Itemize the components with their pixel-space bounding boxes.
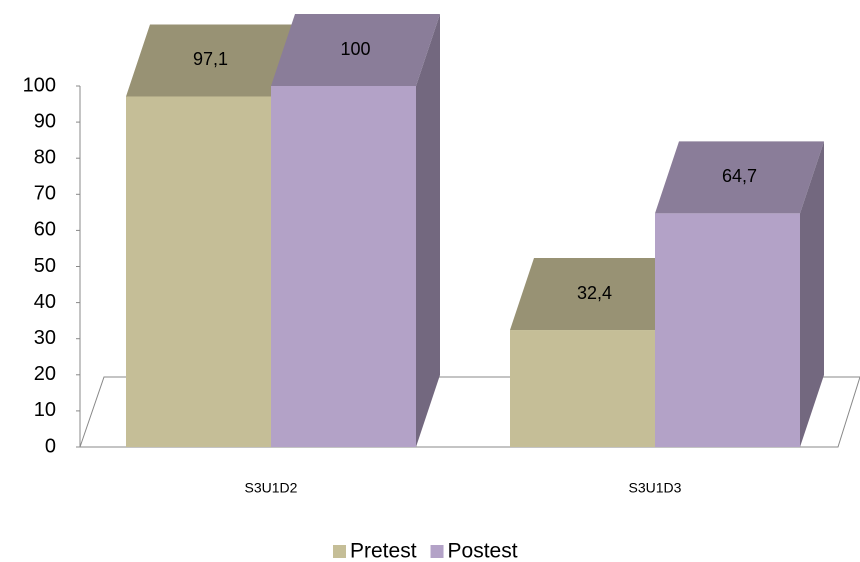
y-tick-label: 20 [34, 363, 56, 385]
bar-side [800, 141, 824, 448]
y-tick-label: 50 [34, 255, 56, 277]
y-tick-label: 30 [34, 327, 56, 349]
y-tick-label: 40 [34, 291, 56, 313]
bar-top [271, 14, 440, 86]
bar-top [510, 258, 679, 331]
bar-side [416, 14, 440, 447]
bar-top [655, 141, 824, 214]
value-label: 97,1 [193, 49, 228, 69]
legend-swatch [333, 545, 346, 558]
value-label: 64,7 [722, 166, 757, 186]
legend-label: Pretest [350, 540, 417, 562]
value-label: 100 [340, 39, 370, 59]
y-tick-label: 90 [34, 110, 56, 132]
y-tick-label: 80 [34, 146, 56, 168]
y-tick-label: 100 [23, 74, 56, 96]
bar [510, 330, 655, 447]
bar [126, 96, 271, 448]
bar [271, 86, 416, 447]
y-tick-label: 70 [34, 183, 56, 205]
y-tick-label: 10 [34, 399, 56, 421]
x-tick-label: S3U1D2 [245, 480, 298, 496]
y-tick-label: 60 [34, 219, 56, 241]
y-tick-label: 0 [45, 435, 56, 457]
bar-top [126, 24, 295, 97]
legend-label: Postest [448, 540, 518, 562]
legend-swatch [430, 545, 444, 558]
bar [655, 213, 800, 447]
value-label: 32,4 [577, 283, 612, 303]
x-tick-label: S3U1D3 [629, 480, 682, 496]
